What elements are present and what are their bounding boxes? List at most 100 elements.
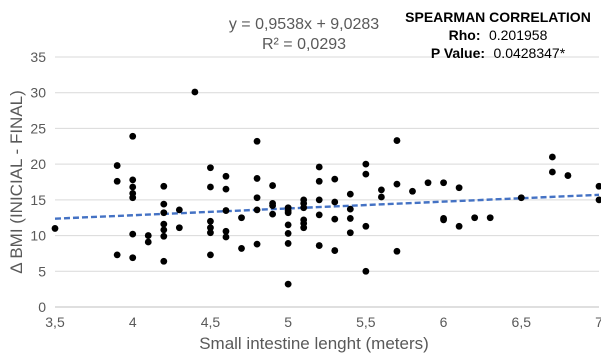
- x-tick-label: 7: [595, 314, 601, 330]
- data-point: [144, 232, 152, 239]
- data-point: [455, 222, 463, 230]
- data-point: [331, 175, 339, 183]
- data-point: [393, 137, 401, 144]
- data-point: [315, 211, 323, 219]
- p-value-value: 0.0428347*: [494, 45, 566, 61]
- rho-label: Rho:: [449, 27, 481, 43]
- trendline-equation: y = 0,9538x + 9,0283: [229, 16, 379, 33]
- p-value-label: P Value:: [431, 45, 485, 61]
- data-point: [160, 226, 168, 234]
- x-tick-label: 4: [129, 314, 137, 330]
- y-tick-label: 25: [30, 120, 46, 136]
- data-point: [378, 193, 385, 201]
- data-point: [331, 247, 339, 254]
- data-point: [269, 210, 276, 218]
- data-point: [517, 194, 525, 202]
- x-tick-labels: 3,5 4 4,5 5 5,5 6 6,5 7: [45, 314, 601, 330]
- data-point: [207, 217, 214, 225]
- data-point: [284, 240, 292, 247]
- data-point: [113, 162, 121, 169]
- data-point: [300, 224, 308, 232]
- data-point: [129, 194, 137, 202]
- data-point: [284, 230, 292, 237]
- data-point: [160, 220, 168, 228]
- data-point: [207, 164, 214, 172]
- data-point: [129, 254, 137, 262]
- data-point: [175, 224, 183, 232]
- data-point: [548, 168, 556, 176]
- data-point: [269, 202, 276, 209]
- data-point: [238, 245, 245, 252]
- stats-rho: Rho: 0.201958: [449, 27, 548, 44]
- y-tick-label: 5: [38, 263, 46, 279]
- trendline-r-squared: R² = 0,0293: [262, 36, 346, 53]
- data-point: [207, 183, 214, 191]
- y-tick-label: 15: [30, 192, 46, 208]
- data-point: [191, 88, 199, 96]
- data-point: [331, 198, 339, 206]
- stats-p-value: P Value: 0.0428347*: [431, 45, 566, 62]
- y-tick-label: 0: [38, 299, 46, 315]
- x-tick-label: 4,5: [201, 314, 221, 330]
- data-point: [238, 214, 245, 222]
- data-point: [269, 182, 276, 189]
- data-point: [393, 180, 401, 188]
- data-point: [160, 200, 168, 208]
- data-point: [129, 132, 137, 140]
- data-point: [455, 184, 463, 192]
- data-point: [548, 153, 556, 161]
- rho-value: 0.201958: [489, 27, 548, 43]
- data-point: [129, 230, 137, 238]
- x-tick-label: 6: [440, 314, 448, 330]
- data-point: [564, 172, 572, 179]
- data-point: [440, 216, 447, 224]
- data-point: [362, 222, 370, 230]
- data-point: [284, 209, 292, 217]
- data-point: [160, 209, 168, 217]
- x-tick-label: 6,5: [512, 314, 532, 330]
- data-point: [253, 137, 261, 145]
- data-point: [113, 251, 121, 259]
- data-point: [222, 233, 230, 241]
- trendline: [54, 193, 600, 220]
- y-tick-label: 20: [30, 156, 46, 172]
- data-point: [253, 194, 261, 202]
- data-point: [409, 187, 416, 195]
- data-point: [129, 176, 137, 184]
- x-tick-label: 3,5: [45, 314, 65, 330]
- data-point: [253, 240, 261, 248]
- data-point: [346, 190, 354, 198]
- data-point: [222, 207, 230, 214]
- data-point: [284, 280, 292, 288]
- data-point: [331, 215, 339, 223]
- data-point: [222, 185, 230, 193]
- x-tick-label: 5,5: [356, 314, 376, 330]
- data-point: [315, 177, 323, 185]
- data-point: [378, 186, 385, 194]
- data-point: [253, 175, 261, 182]
- data-point: [51, 225, 59, 232]
- data-point: [362, 160, 370, 168]
- data-point: [160, 257, 168, 265]
- data-point: [207, 251, 214, 259]
- x-axis-label: Small intestine lenght (meters): [199, 334, 429, 353]
- data-point: [595, 182, 601, 190]
- data-point: [284, 221, 292, 229]
- data-point: [315, 163, 323, 171]
- data-point: [222, 227, 230, 235]
- data-point: [253, 206, 261, 214]
- gridlines: [55, 56, 599, 308]
- data-point: [362, 267, 370, 275]
- data-point: [346, 215, 354, 222]
- data-point: [471, 214, 479, 222]
- stats-title: SPEARMAN CORRELATION: [405, 9, 591, 25]
- y-tick-label: 10: [30, 228, 46, 244]
- data-point: [300, 204, 308, 212]
- data-point: [222, 172, 230, 180]
- data-point: [346, 205, 354, 213]
- data-point: [315, 196, 323, 204]
- data-point: [207, 229, 214, 237]
- trendline-group: [54, 193, 600, 220]
